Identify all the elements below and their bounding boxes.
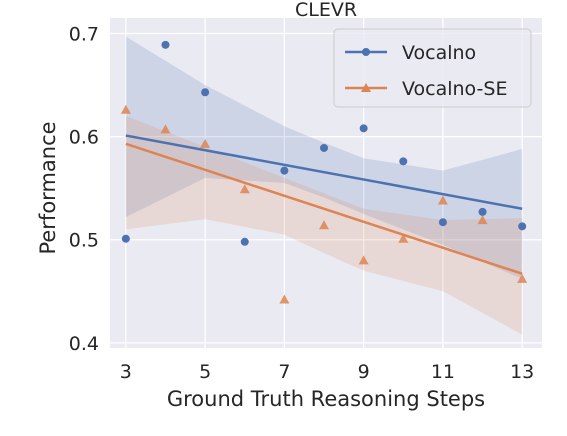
y-tick-label: 0.6 (69, 127, 99, 149)
x-tick-label: 5 (199, 361, 211, 383)
data-point-vocalno-se (160, 124, 171, 134)
legend-label-vocalno: Vocalno (402, 42, 476, 64)
confidence-band-vocalno (125, 36, 523, 279)
data-point-vocalno (399, 157, 408, 166)
y-axis-title: Performance (36, 121, 60, 254)
data-point-vocalno (121, 234, 130, 243)
x-tick-label: 13 (510, 361, 534, 383)
data-point-vocalno-se (120, 104, 131, 114)
x-tick-label: 9 (358, 361, 370, 383)
y-tick-labels: 0.4 0.5 0.6 0.7 (69, 23, 99, 354)
data-points (120, 40, 528, 304)
x-tick-label: 7 (278, 361, 290, 383)
data-point-vocalno-se (437, 195, 448, 205)
data-point-vocalno (359, 124, 368, 133)
legend-label-vocalno-se: Vocalno-SE (402, 78, 507, 100)
legend-marker-vocalno (362, 48, 370, 56)
x-tick-label: 3 (120, 361, 132, 383)
data-point-vocalno-se (200, 138, 211, 148)
data-point-vocalno-se (398, 233, 409, 243)
data-point-vocalno (240, 237, 249, 246)
x-tick-label: 11 (431, 361, 455, 383)
data-point-vocalno-se (517, 273, 528, 283)
legend-marker-vocalno-se (361, 83, 371, 92)
y-tick-label: 0.5 (69, 230, 99, 252)
data-point-vocalno-se (279, 294, 290, 304)
data-point-vocalno (438, 218, 447, 227)
chart-title: CLEVR (295, 0, 357, 21)
y-tick-label: 0.4 (69, 333, 99, 355)
x-axis-title: Ground Truth Reasoning Steps (167, 387, 485, 411)
data-point-vocalno (320, 143, 329, 152)
data-point-vocalno (518, 222, 527, 231)
x-tick-labels: 3 5 7 9 11 13 (120, 361, 534, 383)
trend-line-vocalno-se (125, 142, 523, 275)
data-point-vocalno-se (358, 255, 369, 265)
data-point-vocalno (161, 40, 170, 49)
data-point-vocalno (201, 88, 210, 97)
data-point-vocalno-se (319, 220, 330, 230)
trend-line-vocalno (125, 134, 523, 211)
data-point-vocalno (280, 166, 289, 175)
data-point-vocalno-se (239, 184, 250, 194)
data-point-vocalno (478, 207, 487, 216)
trend-lines (125, 134, 523, 275)
data-point-vocalno-se (477, 215, 488, 225)
legend: Vocalno Vocalno-SE (333, 28, 532, 108)
y-tick-label: 0.7 (69, 23, 99, 45)
